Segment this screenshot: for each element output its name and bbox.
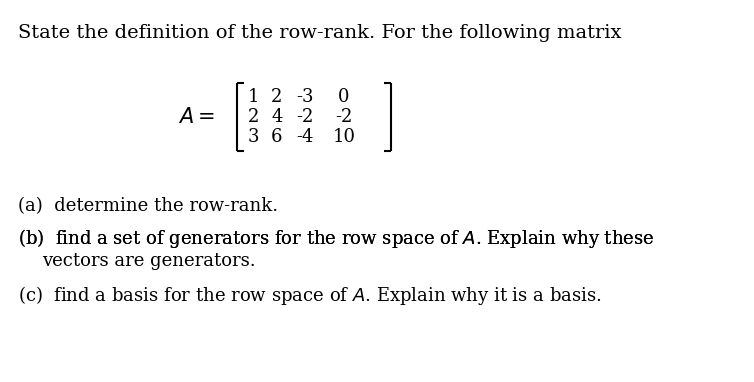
Text: (c)  find a basis for the row space of $A$. Explain why it is a basis.: (c) find a basis for the row space of $A… bbox=[18, 284, 602, 307]
Text: $A =$: $A =$ bbox=[177, 107, 214, 127]
Text: 2: 2 bbox=[247, 108, 259, 126]
Text: (b)  find a set of generators for the row space of $A$. Explain why these: (b) find a set of generators for the row… bbox=[18, 227, 654, 250]
Text: 10: 10 bbox=[333, 128, 356, 146]
Text: -2: -2 bbox=[336, 108, 353, 126]
Text: 4: 4 bbox=[271, 108, 283, 126]
Text: 6: 6 bbox=[271, 128, 283, 146]
Text: vectors are generators.: vectors are generators. bbox=[42, 252, 256, 270]
Text: 3: 3 bbox=[247, 128, 259, 146]
Text: State the definition of the row-rank. For the following matrix: State the definition of the row-rank. Fo… bbox=[18, 24, 622, 42]
Text: -2: -2 bbox=[296, 108, 314, 126]
Text: -4: -4 bbox=[296, 128, 314, 146]
Text: -3: -3 bbox=[296, 88, 314, 106]
Text: (a)  determine the row-rank.: (a) determine the row-rank. bbox=[18, 197, 278, 215]
Text: (b)  find a set of generators for the row space of $A$. Explain why these: (b) find a set of generators for the row… bbox=[18, 227, 654, 250]
Text: 0: 0 bbox=[339, 88, 350, 106]
Text: 1: 1 bbox=[247, 88, 259, 106]
Text: 2: 2 bbox=[271, 88, 283, 106]
